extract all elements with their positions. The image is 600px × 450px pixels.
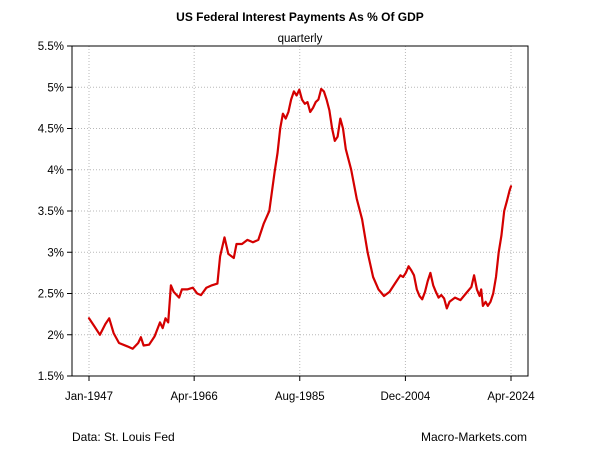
series-group xyxy=(87,87,513,350)
y-tick-label: 4.5% xyxy=(38,124,64,136)
y-tick-label: 2.5% xyxy=(38,289,64,301)
x-tick-label: Apr-2024 xyxy=(487,391,535,403)
x-tick-label: Apr-1966 xyxy=(171,391,218,403)
y-tick-label: 3.5% xyxy=(38,206,64,218)
y-tick-label: 4% xyxy=(47,165,64,177)
chart-subtitle: quarterly xyxy=(278,33,323,45)
x-tick-label: Aug-1985 xyxy=(275,391,325,403)
y-tick-label: 3% xyxy=(47,247,64,259)
x-tick-label: Dec-2004 xyxy=(380,391,430,403)
y-tick-label: 5.5% xyxy=(38,41,64,53)
source-note: Data: St. Louis Fed xyxy=(72,430,175,444)
chart-title: US Federal Interest Payments As % Of GDP xyxy=(176,10,424,24)
series-line xyxy=(87,87,513,350)
x-tick-label: Jan-1947 xyxy=(65,391,113,403)
y-tick-label: 5% xyxy=(47,82,64,94)
credit-text: Macro-Markets.com xyxy=(421,430,527,444)
y-tick-label: 1.5% xyxy=(38,371,64,383)
x-axis: Jan-1947 Apr-1966 Aug-1985 Dec-2004 Apr-2024 xyxy=(65,376,535,403)
y-axis: 1.5% 2% 2.5% 3% 3.5% 4% 4.5% 5% 5.5% xyxy=(38,41,72,383)
y-tick-label: 2% xyxy=(47,330,64,342)
